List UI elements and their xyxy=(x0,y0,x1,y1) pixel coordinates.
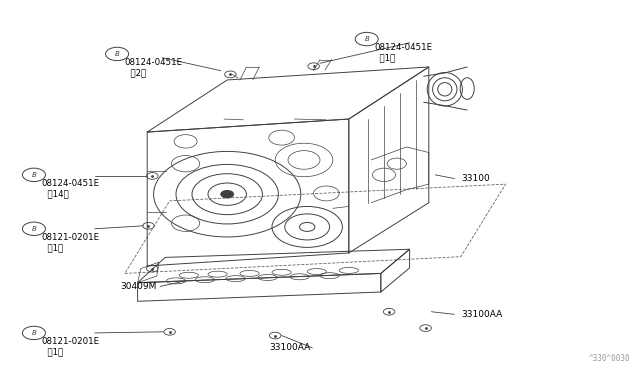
Text: 33100AA: 33100AA xyxy=(269,343,310,352)
Text: 33100AA: 33100AA xyxy=(461,310,502,319)
Circle shape xyxy=(221,190,234,198)
Text: 33100: 33100 xyxy=(461,174,490,183)
Text: B: B xyxy=(31,330,36,336)
Text: 30409M: 30409M xyxy=(120,282,157,291)
Text: 08124-0451E
  （1）: 08124-0451E （1） xyxy=(374,43,433,62)
Text: B: B xyxy=(115,51,120,57)
Text: B: B xyxy=(31,172,36,178)
Text: B: B xyxy=(364,36,369,42)
Text: 08124-0451E
  （14）: 08124-0451E （14） xyxy=(42,179,100,198)
Text: 08121-0201E
  （1）: 08121-0201E （1） xyxy=(42,232,100,252)
Text: 08124-0451E
  （2）: 08124-0451E （2） xyxy=(125,58,183,77)
Text: 08121-0201E
  （1）: 08121-0201E （1） xyxy=(42,337,100,356)
Text: ^330^0030: ^330^0030 xyxy=(589,354,630,363)
Text: B: B xyxy=(31,226,36,232)
